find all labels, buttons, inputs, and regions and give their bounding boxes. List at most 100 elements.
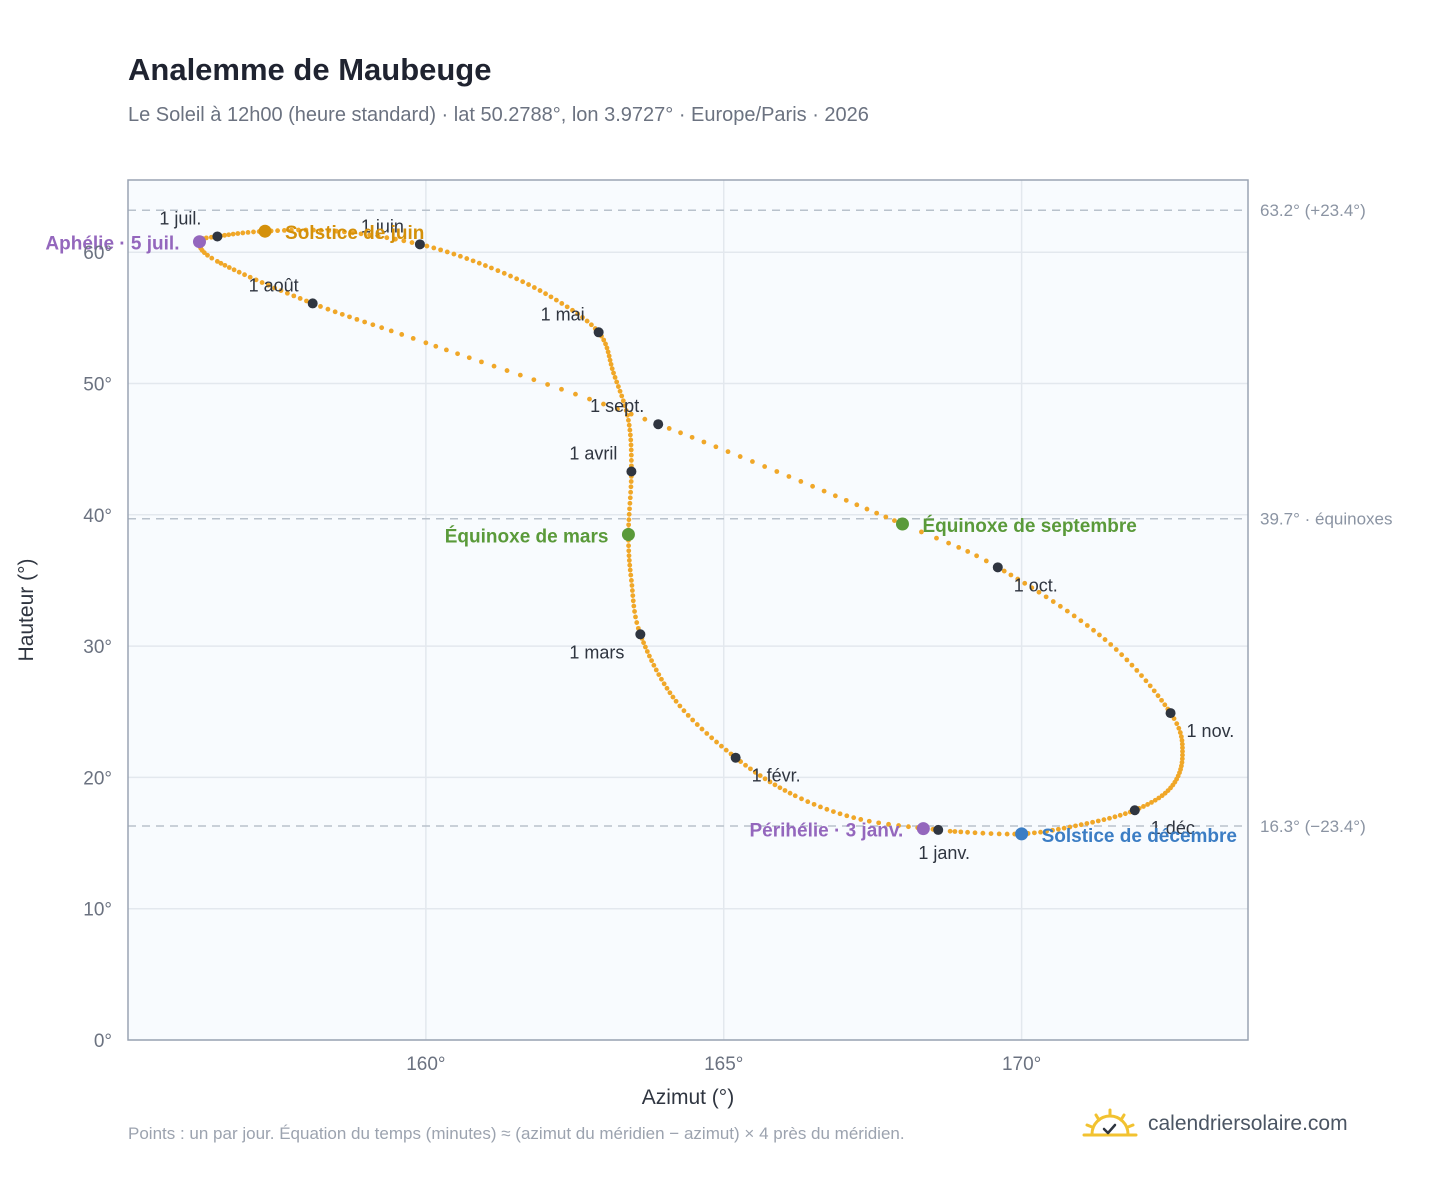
day-point [332,309,338,315]
footnote: Points : un par jour. Équation du temps … [128,1124,905,1143]
day-point [451,251,457,257]
day-point [1179,741,1185,747]
day-point [737,454,743,459]
day-point [278,288,284,293]
day-point [1029,585,1035,591]
day-point [470,258,476,264]
day-point [1141,804,1146,809]
month-label: 1 janv. [918,843,970,863]
day-point [491,363,497,369]
day-point [1107,815,1112,821]
day-point [627,562,633,568]
day-point [438,247,443,253]
day-point [626,543,631,549]
day-point [620,398,626,404]
day-point [265,282,271,288]
day-point [304,298,309,304]
day-point [762,464,768,469]
day-point [222,262,228,268]
chart-subtitle: Le Soleil à 12h00 (heure standard) · lat… [128,104,869,126]
day-point [443,347,449,353]
day-point [627,427,633,433]
day-point [375,233,381,239]
grid-lines [128,180,1248,1041]
day-point [1180,745,1185,751]
special-point [916,822,930,836]
day-point [965,549,971,554]
day-point [455,351,460,357]
day-point [222,232,228,238]
day-point [786,474,792,479]
special-point-label: Périhélie · 3 janv. [749,821,903,842]
day-point [617,388,623,394]
day-point [1050,599,1056,604]
day-point [1038,829,1043,835]
day-point [699,726,705,732]
day-point [844,813,850,819]
day-point [628,411,634,417]
day-point [659,676,664,682]
day-point [988,831,994,836]
day-point [1091,627,1096,633]
day-point [504,368,510,373]
day-point [1178,734,1184,740]
special-point-label: Aphélie · 5 juil. [45,234,179,255]
day-point [235,231,241,236]
day-point [757,773,763,779]
day-point [214,259,220,264]
day-point [288,227,294,233]
day-point [1139,673,1144,678]
month-marker [1165,708,1176,719]
day-point [573,391,578,397]
day-point [545,382,550,387]
month-marker [1129,805,1140,816]
day-point [685,712,691,718]
day-point [615,384,621,389]
day-point [1078,618,1084,624]
day-point [342,229,347,235]
day-point [1015,576,1021,582]
day-point [1084,623,1090,628]
day-point [818,804,823,810]
special-point [192,235,206,249]
day-point [1061,825,1067,831]
day-point [240,230,246,236]
special-point-label: Solstice de juin [285,223,424,244]
day-point [514,276,520,282]
day-point [883,514,889,520]
day-point [627,567,633,573]
brand[interactable]: calendriersolaire.com [1082,1104,1348,1144]
day-point [627,500,633,506]
day-point [974,553,980,559]
month-markers: 1 janv. 1 févr. 1 mars 1 avril 1 mai 1 juin 1 … [159,208,1234,862]
day-point [634,620,640,625]
day-point [625,412,630,418]
day-point [201,250,207,256]
day-point [630,598,636,604]
day-point [1090,819,1095,825]
day-point [673,698,679,704]
day-point [626,511,632,517]
day-point [762,776,768,782]
day-point [713,444,719,450]
day-point [628,447,634,453]
month-label: 1 août [249,275,299,295]
day-point [958,829,964,835]
day-point [772,782,778,788]
day-point [628,452,634,458]
day-point [767,779,773,785]
day-point [409,240,415,245]
y-tick-label: 0° [94,1031,112,1052]
day-point [627,432,633,438]
day-point [952,829,958,834]
day-point [601,401,606,407]
day-point [401,238,407,244]
day-point [1155,693,1161,699]
day-point [236,269,242,275]
day-point [1143,678,1149,684]
day-point [1112,814,1118,820]
chart-title: Analemme de Maubeuge [128,52,492,87]
day-point [543,291,548,297]
day-point [805,799,811,805]
day-point [1162,702,1168,708]
